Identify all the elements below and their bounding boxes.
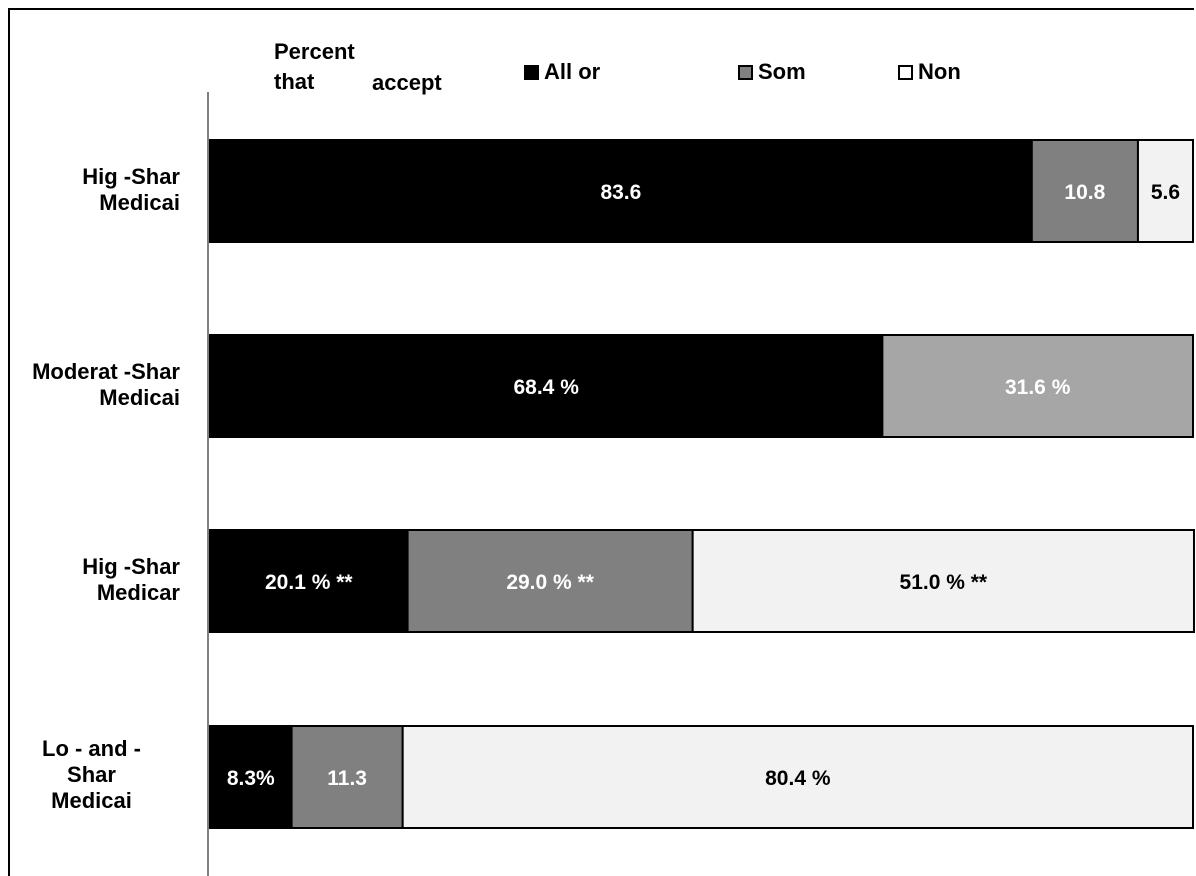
bar-segment: [881, 334, 1194, 438]
bar-value-label: 29.0 % **: [506, 571, 594, 594]
legend-item-som: Som: [738, 60, 806, 84]
bar-value-label: 5.6: [1151, 181, 1180, 204]
bar-segment: [406, 529, 694, 633]
chart-frame: [8, 8, 1194, 876]
category-label-1: Hig -Shar Medicai: [0, 164, 180, 216]
bar-value-label: 80.4 %: [765, 767, 831, 790]
category-label-line: Medicai: [99, 190, 180, 215]
category-label-line: Lo - and -: [42, 736, 141, 761]
category-label-4: Lo - and - Shar Medicai: [0, 736, 183, 814]
legend-swatch-non: [898, 65, 913, 80]
bar-segment: [209, 529, 409, 633]
category-label-2: Moderat -Shar Medicai: [0, 359, 180, 411]
header-text-that: that: [274, 69, 315, 94]
category-label-line: Hig -Shar: [82, 164, 180, 189]
bar-segment: [209, 725, 293, 829]
bar-segment: [1136, 139, 1195, 243]
bar-value-label: 31.6 %: [1005, 376, 1071, 399]
header-text-accept: accept: [372, 70, 442, 95]
category-label-line: Medicai: [51, 788, 132, 813]
legend-item-all: All or: [524, 60, 600, 84]
legend-swatch-all: [524, 65, 539, 80]
category-label-line: Medicai: [99, 385, 180, 410]
bar-value-label: 51.0 % **: [900, 571, 988, 594]
category-label-3: Hig -Shar Medicar: [0, 554, 180, 606]
bar-value-label: 68.4 %: [513, 376, 579, 399]
bar-value-label: 10.8: [1064, 181, 1105, 204]
bar-value-label: 8.3%: [227, 767, 275, 790]
bar-value-label: 83.6: [600, 181, 641, 204]
category-label-line: Hig -Shar: [82, 554, 180, 579]
legend-item-non: Non: [898, 60, 961, 84]
bar-value-label: 20.1 % **: [265, 571, 353, 594]
legend-label-som: Som: [758, 59, 806, 84]
bar-value-label: 11.3: [327, 767, 367, 790]
bar-segment: [1030, 139, 1139, 243]
legend-label-all: All or: [544, 59, 601, 84]
bar-segment: [401, 725, 1194, 829]
legend-swatch-som: [738, 65, 753, 80]
bar-segment: [209, 139, 1033, 243]
category-label-line: Moderat -Shar: [32, 359, 180, 384]
category-label-line: Shar: [67, 762, 116, 787]
bar-segment: [209, 334, 884, 438]
header-text-percent: Percent: [274, 39, 355, 64]
bar-segment: [691, 529, 1195, 633]
category-label-line: Medicar: [96, 580, 180, 605]
legend-label-non: Non: [918, 59, 961, 84]
